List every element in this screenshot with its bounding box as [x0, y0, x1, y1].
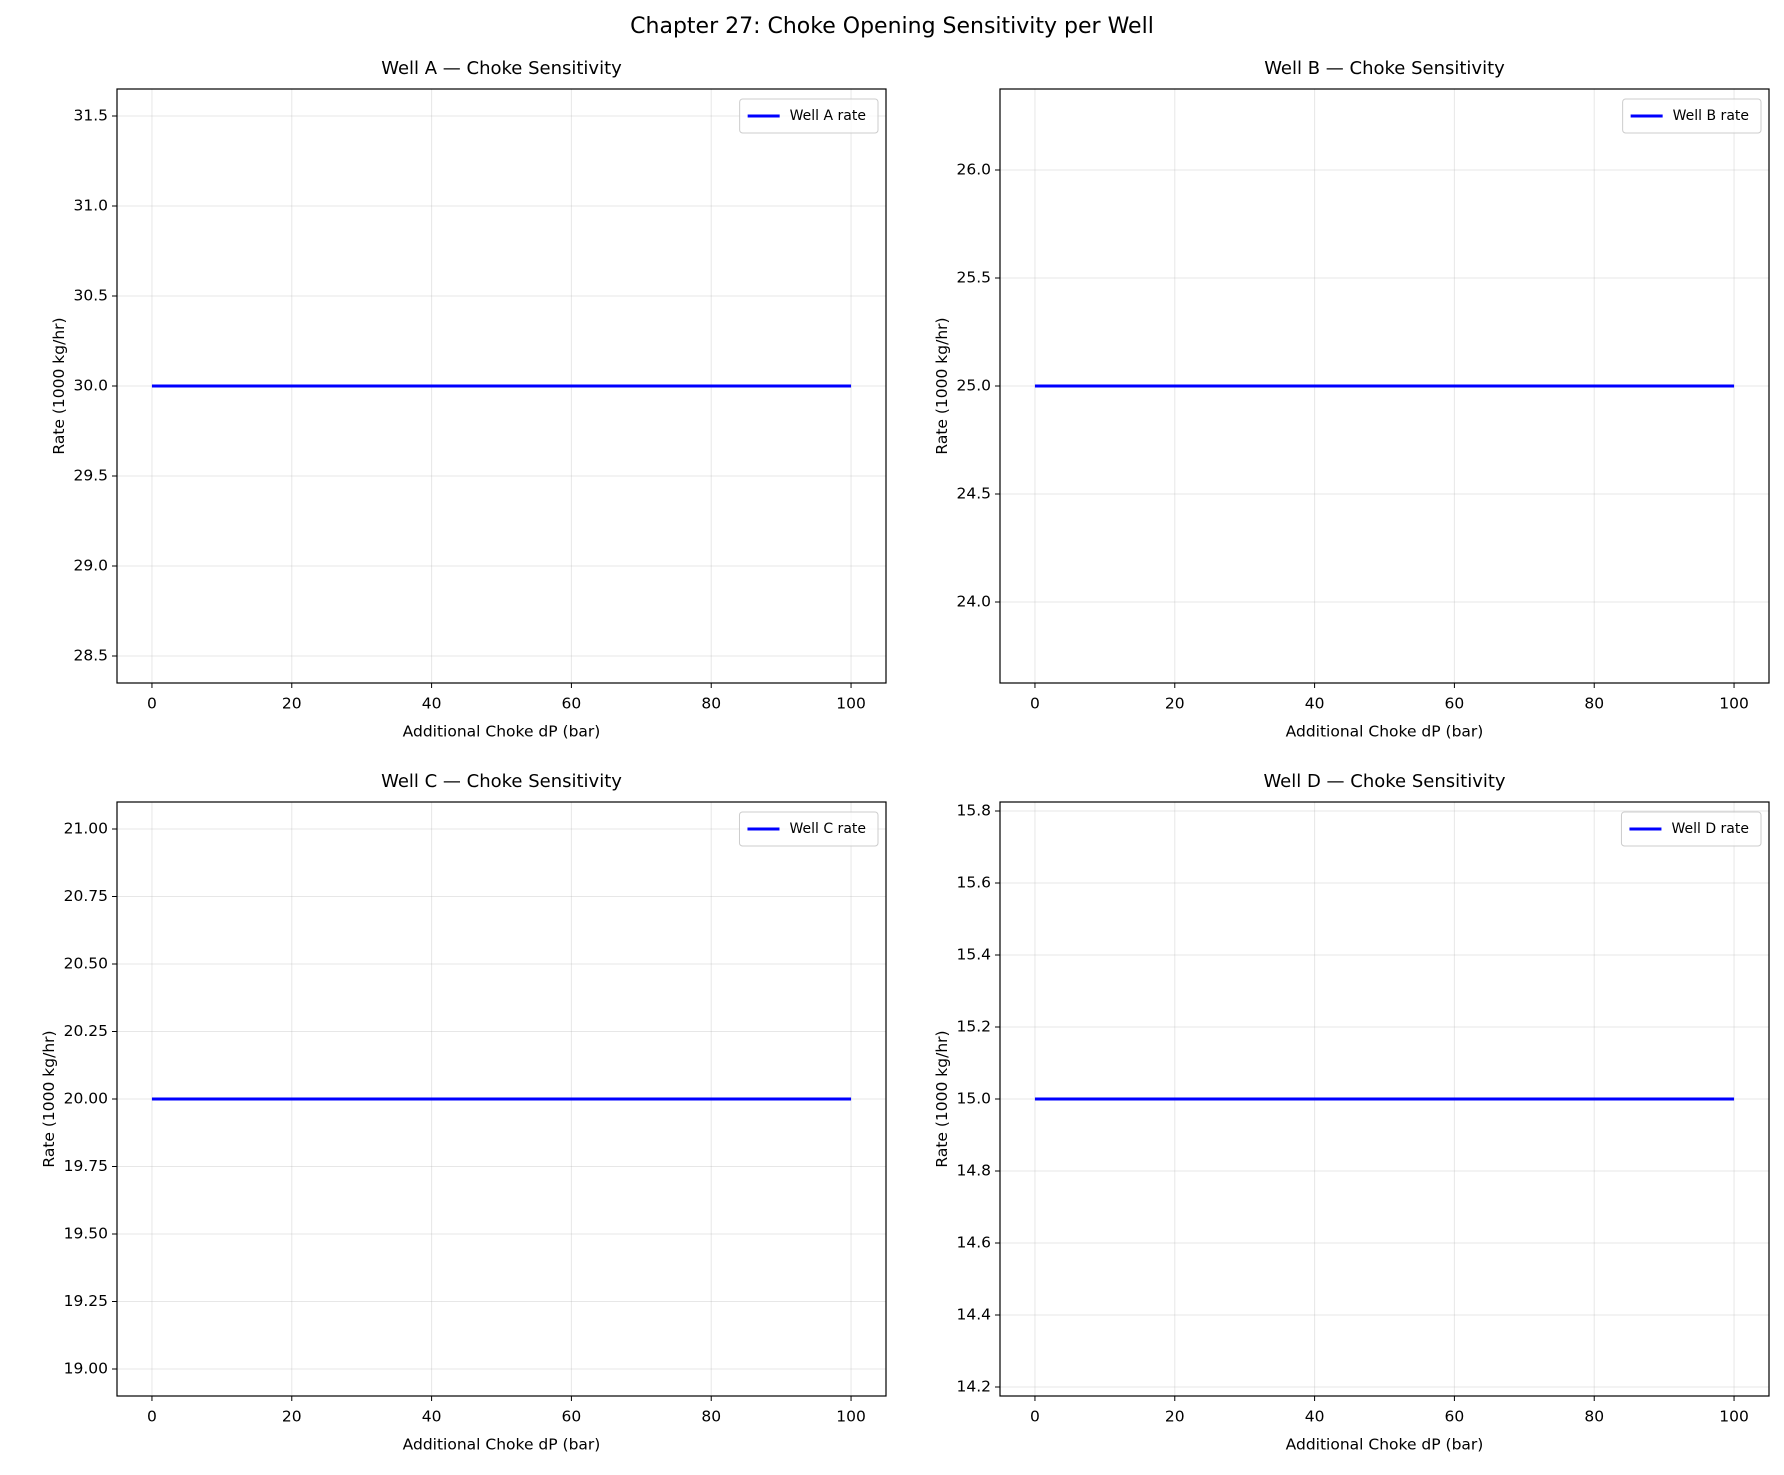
- legend-box: [738, 811, 879, 847]
- subplot: Well B — Choke Sensitivity 0 20 40 60 80 100 24…: [933, 58, 1770, 741]
- x-axis-label: Additional Choke dP (bar): [1286, 723, 1484, 741]
- y-tick-label: 25.5: [956, 269, 991, 287]
- legend-box: [739, 98, 879, 134]
- x-axis-label: Additional Choke dP (bar): [403, 1436, 601, 1454]
- y-axis-label: Rate (1000 kg/hr): [933, 1030, 951, 1167]
- legend: Well C rate: [738, 811, 879, 847]
- x-axis-label: Additional Choke dP (bar): [1286, 1436, 1484, 1454]
- legend-label: Well C rate: [789, 821, 866, 837]
- y-tick-label: 29.0: [73, 557, 108, 575]
- y-tick-label: 26.0: [956, 161, 991, 179]
- y-tick-label: 21.00: [64, 820, 108, 838]
- y-tick-label: 20.75: [64, 887, 108, 905]
- subplot: Well C — Choke Sensitivity 0 20 40 60 80 100 19…: [40, 771, 887, 1454]
- legend: Well D rate: [1620, 811, 1762, 847]
- axes-frame: [999, 88, 1770, 684]
- subplot: Well A — Choke Sensitivity 0 20 40 60 80 100 28…: [50, 58, 887, 741]
- legend-label: Well B rate: [1673, 108, 1749, 124]
- y-axis-label: Rate (1000 kg/hr): [933, 317, 951, 454]
- y-tick-label: 19.00: [64, 1360, 108, 1378]
- y-tick-label: 19.75: [64, 1157, 108, 1175]
- y-tick-label: 14.6: [956, 1234, 991, 1252]
- y-tick-label: 30.5: [73, 287, 108, 305]
- subplot-title: Well B — Choke Sensitivity: [1264, 58, 1505, 79]
- x-tick-label: 0: [1030, 695, 1040, 713]
- y-tick-label: 15.8: [956, 802, 991, 820]
- x-tick-label: 0: [1030, 1408, 1040, 1426]
- legend-label: Well D rate: [1671, 821, 1749, 837]
- x-tick-label: 80: [1584, 1408, 1604, 1426]
- y-tick-label: 31.5: [73, 107, 108, 125]
- y-tick-label: 15.2: [956, 1018, 991, 1036]
- y-tick-label: 20.25: [64, 1022, 108, 1040]
- legend-box: [1620, 811, 1762, 847]
- axes-frame: [999, 801, 1770, 1397]
- y-tick-label: 25.0: [956, 377, 991, 395]
- legend-box: [1622, 98, 1762, 134]
- x-tick-label: 40: [422, 695, 442, 713]
- y-tick-label: 14.8: [956, 1162, 991, 1180]
- y-tick-label: 15.6: [956, 874, 991, 892]
- subplot-title: Well A — Choke Sensitivity: [381, 58, 622, 79]
- x-tick-label: 40: [1305, 695, 1325, 713]
- y-tick-label: 19.25: [64, 1292, 108, 1310]
- x-tick-label: 80: [701, 695, 721, 713]
- x-tick-label: 20: [282, 1408, 302, 1426]
- x-tick-label: 100: [1719, 1408, 1749, 1426]
- axes-frame: [116, 88, 887, 684]
- x-tick-label: 60: [562, 1408, 582, 1426]
- x-tick-label: 0: [147, 1408, 157, 1426]
- x-axis-label: Additional Choke dP (bar): [403, 723, 601, 741]
- x-tick-label: 60: [562, 695, 582, 713]
- subplot-title: Well C — Choke Sensitivity: [381, 771, 622, 792]
- y-tick-label: 19.50: [64, 1225, 108, 1243]
- x-tick-label: 0: [147, 695, 157, 713]
- y-tick-label: 15.4: [956, 946, 991, 964]
- y-tick-label: 30.0: [73, 377, 108, 395]
- figure-title: Chapter 27: Choke Opening Sensitivity pe…: [630, 14, 1154, 39]
- x-tick-label: 20: [1165, 695, 1185, 713]
- x-tick-label: 100: [1719, 695, 1749, 713]
- axes-frame: [116, 801, 887, 1397]
- x-tick-label: 60: [1445, 695, 1465, 713]
- y-axis-label: Rate (1000 kg/hr): [40, 1030, 58, 1167]
- y-tick-label: 20.50: [64, 955, 108, 973]
- x-tick-label: 40: [1305, 1408, 1325, 1426]
- x-tick-label: 80: [1584, 695, 1604, 713]
- x-tick-label: 100: [836, 695, 866, 713]
- x-tick-label: 80: [701, 1408, 721, 1426]
- y-tick-label: 14.4: [956, 1306, 991, 1324]
- x-tick-label: 20: [282, 695, 302, 713]
- legend-label: Well A rate: [790, 108, 866, 124]
- subplot: Well D — Choke Sensitivity 0 20 40 60 80 100 14…: [933, 771, 1770, 1454]
- x-tick-label: 60: [1445, 1408, 1465, 1426]
- y-tick-label: 15.0: [956, 1090, 991, 1108]
- y-tick-label: 29.5: [73, 467, 108, 485]
- y-tick-label: 28.5: [73, 647, 108, 665]
- y-axis-label: Rate (1000 kg/hr): [50, 317, 68, 454]
- x-tick-label: 40: [422, 1408, 442, 1426]
- x-tick-label: 100: [836, 1408, 866, 1426]
- x-tick-label: 20: [1165, 1408, 1185, 1426]
- y-tick-label: 31.0: [73, 197, 108, 215]
- y-tick-label: 24.5: [956, 485, 991, 503]
- legend: Well A rate: [739, 98, 879, 134]
- y-tick-label: 20.00: [64, 1090, 108, 1108]
- y-tick-label: 24.0: [956, 593, 991, 611]
- legend: Well B rate: [1622, 98, 1762, 134]
- y-tick-label: 14.2: [956, 1378, 991, 1396]
- subplot-title: Well D — Choke Sensitivity: [1263, 771, 1505, 792]
